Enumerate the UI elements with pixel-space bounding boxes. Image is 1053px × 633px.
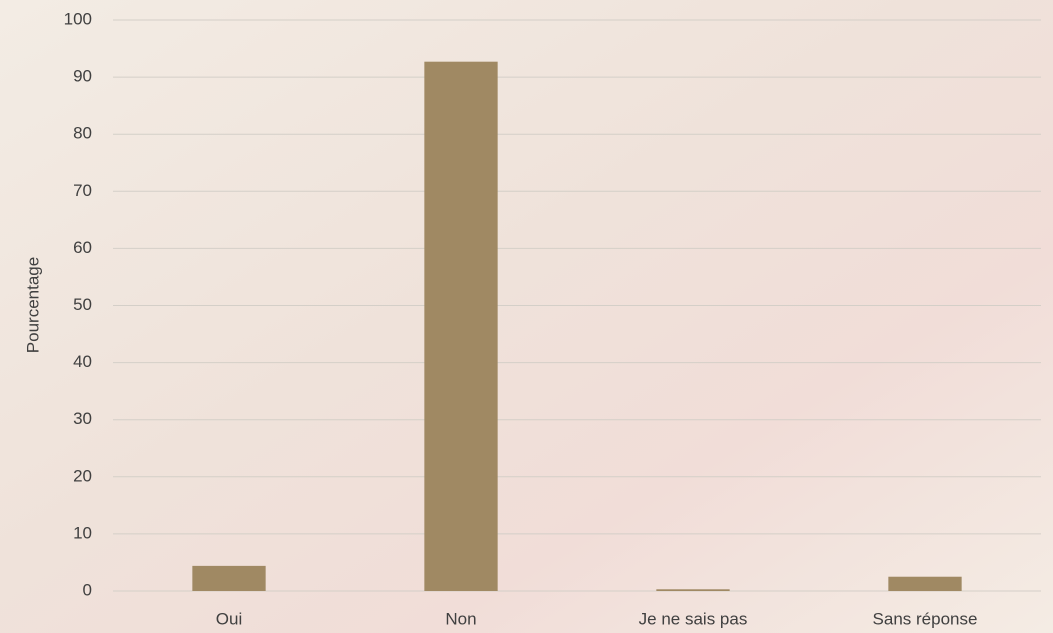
y-tick-label: 80 — [73, 124, 92, 143]
y-tick-label: 10 — [73, 523, 92, 542]
y-tick-label: 50 — [73, 295, 92, 314]
y-tick-label: 90 — [73, 67, 92, 86]
page: Pourcentage 0 10 20 30 40 50 60 70 80 90 100 Oui Non… — [0, 0, 1053, 633]
y-tick-label: 70 — [73, 181, 92, 200]
background — [0, 0, 1053, 633]
x-tick-label: Non — [445, 609, 476, 628]
bar — [656, 589, 729, 591]
x-tick-label: Je ne sais pas — [639, 609, 748, 628]
y-tick-label: 100 — [64, 9, 92, 28]
y-tick-label: 60 — [73, 238, 92, 257]
y-tick-label: 30 — [73, 409, 92, 428]
y-axis-label: Pourcentage — [23, 257, 42, 353]
y-tick-label: 20 — [73, 466, 92, 485]
chart: Pourcentage 0 10 20 30 40 50 60 70 80 90 100 Oui Non… — [0, 0, 1053, 633]
x-tick-label: Oui — [216, 609, 242, 628]
bar — [192, 566, 265, 591]
y-tick-label: 40 — [73, 352, 92, 371]
x-tick-label: Sans réponse — [873, 609, 978, 628]
y-tick-label: 0 — [83, 580, 92, 599]
bar — [424, 62, 497, 591]
bar — [888, 577, 961, 591]
